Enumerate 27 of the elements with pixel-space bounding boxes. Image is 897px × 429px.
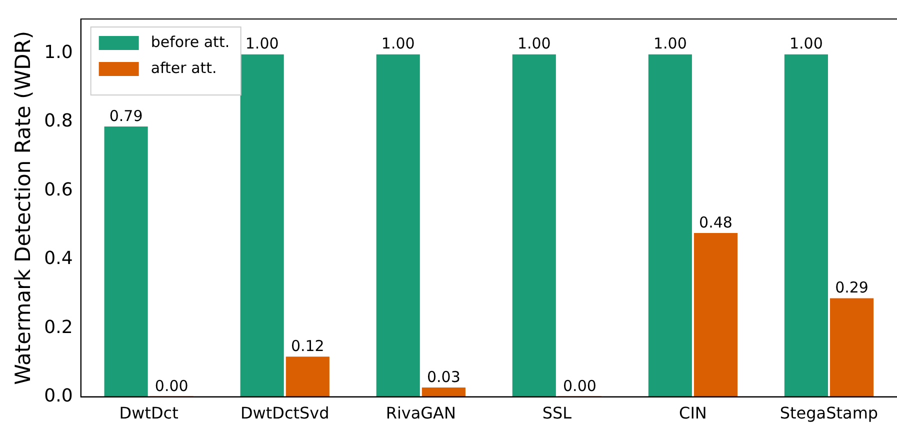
y-axis-title: Watermark Detection Rate (WDR) — [11, 30, 36, 385]
y-tick-label: 0.4 — [44, 248, 73, 270]
x-tick-label: StegaStamp — [780, 404, 878, 423]
data-label: 0.12 — [290, 336, 324, 355]
x-tick-label: DwtDctSvd — [240, 404, 330, 423]
y-tick-label: 0.2 — [44, 316, 73, 338]
data-label: 0.48 — [699, 213, 732, 232]
data-label: 0.79 — [109, 106, 143, 125]
data-label: 1.00 — [789, 34, 823, 53]
x-tick-label: DwtDct — [119, 404, 178, 423]
y-tick-label: 0.6 — [44, 179, 73, 200]
data-label: 1.00 — [653, 34, 687, 53]
x-tick-label: RivaGAN — [386, 404, 456, 423]
data-label: 1.00 — [517, 34, 551, 53]
y-tick-label: 1.0 — [44, 42, 73, 64]
legend-label: after att. — [150, 58, 217, 77]
data-label: 0.29 — [835, 278, 868, 297]
legend-label: before att. — [150, 32, 230, 51]
data-label: 0.00 — [154, 377, 188, 396]
y-tick-label: 0.8 — [44, 110, 73, 132]
x-tick-label: CIN — [679, 404, 707, 423]
data-label: 1.00 — [245, 34, 279, 53]
y-tick-label: 0.0 — [44, 385, 73, 406]
data-label: 1.00 — [381, 34, 415, 53]
x-tick-label: SSL — [542, 404, 572, 423]
data-label: 0.03 — [426, 368, 460, 386]
data-label: 0.00 — [563, 377, 596, 396]
